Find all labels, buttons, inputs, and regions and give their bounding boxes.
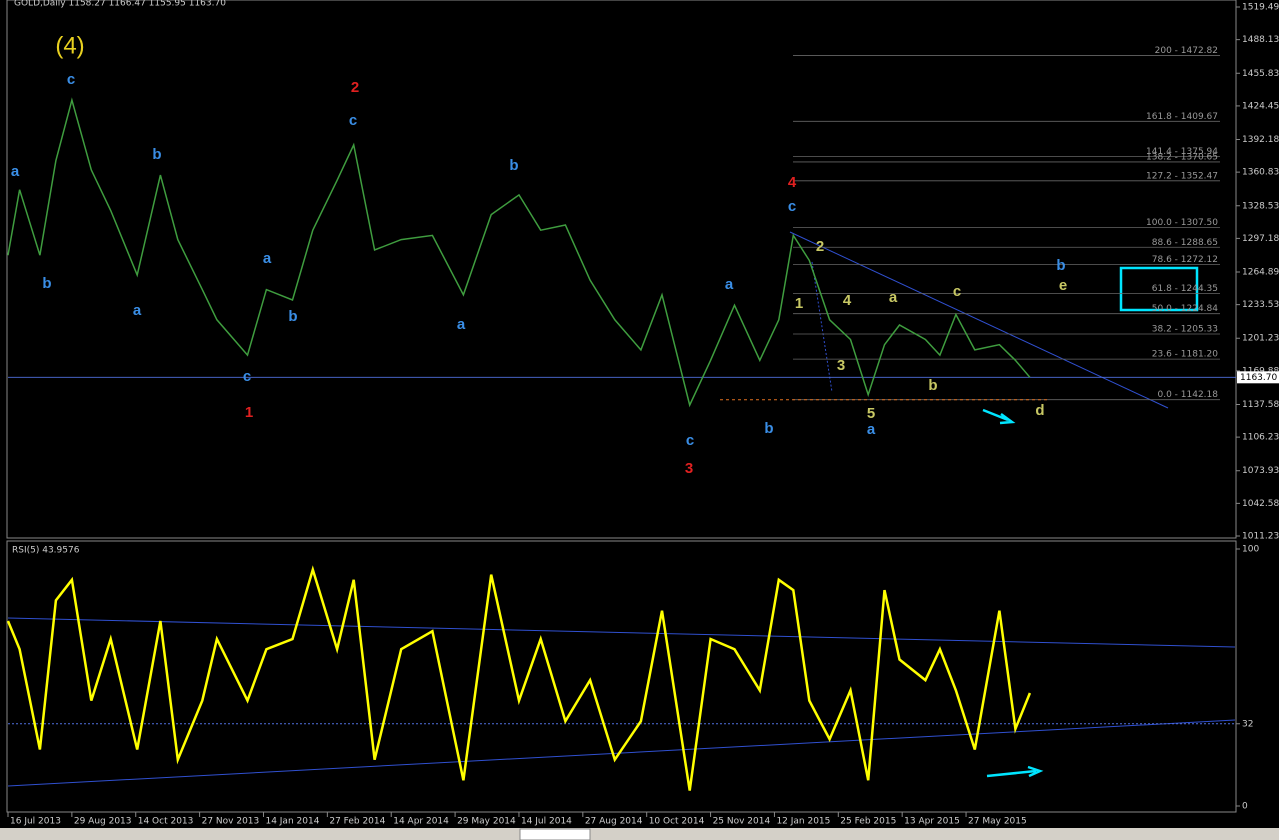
wave-label: a: [263, 250, 272, 267]
fib-label: 50.0 - 1224.84: [1152, 304, 1218, 314]
wave-label: 3: [685, 460, 693, 477]
fib-label: 78.6 - 1272.12: [1152, 255, 1218, 265]
y-tick-label: 100: [1242, 545, 1259, 555]
wave-label: 4: [788, 174, 797, 191]
y-tick-label: 1297.18: [1242, 234, 1279, 244]
tab-bar: [0, 828, 1279, 840]
x-tick-label: 16 Jul 2013: [10, 817, 61, 827]
wave-label: 5: [867, 405, 875, 422]
y-tick-label: 0: [1242, 802, 1248, 812]
x-tick-label: 27 Feb 2014: [329, 817, 385, 827]
rsi-trend-lower: [7, 719, 1236, 787]
fib-label: 88.6 - 1288.65: [1152, 238, 1218, 248]
y-tick-label: 1011.23: [1242, 532, 1279, 542]
y-tick-label: 1106.23: [1242, 433, 1279, 443]
y-tick-label: 1424.45: [1242, 101, 1279, 111]
wave-label: b: [764, 420, 773, 437]
x-tick-label: 14 Apr 2014: [393, 817, 449, 827]
y-tick-label: 1233.53: [1242, 300, 1279, 310]
wave-label: b: [42, 275, 51, 292]
wave-label: a: [867, 421, 876, 438]
wave-label: b: [152, 146, 161, 163]
wave-label: a: [11, 163, 20, 180]
arrow: [982, 408, 1016, 425]
wave-label: 3: [837, 357, 845, 374]
x-tick-label: 27 May 2015: [968, 817, 1027, 827]
fib-label: 200 - 1472.82: [1155, 46, 1218, 56]
price-header: GOLD,Daily 1158.27 1166.47 1155.95 1163.…: [14, 0, 226, 9]
wave-label: a: [725, 276, 734, 293]
wave-label: 4: [843, 292, 852, 309]
wave-label: a: [889, 289, 898, 306]
wave-label: b: [509, 157, 518, 174]
wave-label: 2: [351, 79, 359, 96]
x-tick-label: 25 Feb 2015: [840, 817, 896, 827]
y-tick-label: 1328.53: [1242, 201, 1279, 211]
y-tick-label: 1519.49: [1242, 3, 1279, 13]
wave-label: b: [1056, 257, 1065, 274]
y-tick-label: 32: [1242, 719, 1253, 729]
y-tick-label: 1488.13: [1242, 35, 1279, 45]
fib-label: 23.6 - 1181.20: [1152, 350, 1218, 360]
fib-label: 161.8 - 1409.67: [1146, 112, 1218, 122]
trend-line-dotted: [811, 261, 833, 393]
fib-label: 61.8 - 1244.35: [1152, 284, 1218, 294]
y-tick-label: 1392.18: [1242, 135, 1279, 145]
rsi-header: RSI(5) 43.9576: [12, 546, 80, 556]
x-tick-label: 10 Oct 2014: [649, 817, 705, 827]
fib-label: 100.0 - 1307.50: [1146, 218, 1218, 228]
current-price-label: 1163.70: [1240, 373, 1277, 383]
y-tick-label: 1455.83: [1242, 69, 1279, 79]
wave-label: 2: [816, 238, 824, 255]
wave-label: c: [788, 198, 796, 215]
y-tick-label: 1201.23: [1242, 334, 1279, 344]
y-tick-label: 1042.58: [1242, 499, 1279, 509]
wave-label: 1: [795, 295, 803, 312]
price-line: [7, 97, 1031, 408]
tab[interactable]: [519, 828, 591, 840]
x-tick-label: 25 Nov 2014: [713, 817, 771, 827]
y-tick-label: 1073.93: [1242, 466, 1279, 476]
wave-label: c: [953, 283, 961, 300]
fib-label: 38.2 - 1205.33: [1152, 324, 1218, 334]
fib-label: 0.0 - 1142.18: [1158, 390, 1219, 400]
wave-label: a: [133, 302, 142, 319]
wave-label: c: [243, 368, 251, 385]
y-tick-label: 1264.89: [1242, 267, 1279, 277]
wave-label: a: [457, 316, 466, 333]
rsi-panel: [6, 540, 1237, 813]
x-tick-label: 13 Apr 2015: [904, 817, 960, 827]
wave-label: b: [288, 308, 297, 325]
wave-label: b: [928, 377, 937, 394]
y-tick-label: 1137.58: [1242, 400, 1279, 410]
x-tick-label: 29 May 2014: [457, 817, 516, 827]
x-tick-label: 27 Nov 2013: [202, 817, 260, 827]
wave-label: e: [1059, 277, 1067, 294]
trend-line: [789, 231, 1169, 409]
wave-label: c: [686, 432, 694, 449]
rsi-trend-upper: [7, 617, 1236, 648]
wave-label: 1: [245, 404, 253, 421]
wave-label: d: [1035, 402, 1044, 419]
x-tick-label: 27 Aug 2014: [585, 817, 643, 827]
x-tick-label: 14 Jul 2014: [521, 817, 572, 827]
rsi-line: [6, 565, 1032, 791]
x-tick-label: 29 Aug 2013: [74, 817, 132, 827]
target-box: [1119, 266, 1199, 312]
arrow: [986, 765, 1044, 778]
current-price-box: [1237, 371, 1279, 384]
fib-label: 141.4 - 1375.94: [1146, 147, 1218, 157]
x-tick-label: 12 Jan 2015: [776, 817, 830, 827]
wave-label: c: [67, 71, 75, 88]
x-tick-label: 14 Jan 2014: [265, 817, 319, 827]
wave-label: (4): [55, 32, 84, 59]
wave-label: c: [349, 112, 357, 129]
y-tick-label: 1360.83: [1242, 168, 1279, 178]
fib-label: 127.2 - 1352.47: [1146, 171, 1218, 181]
price-panel: [6, 0, 1237, 539]
fib-label: 138.2 - 1370.65: [1146, 152, 1218, 162]
x-tick-label: 14 Oct 2013: [138, 817, 194, 827]
